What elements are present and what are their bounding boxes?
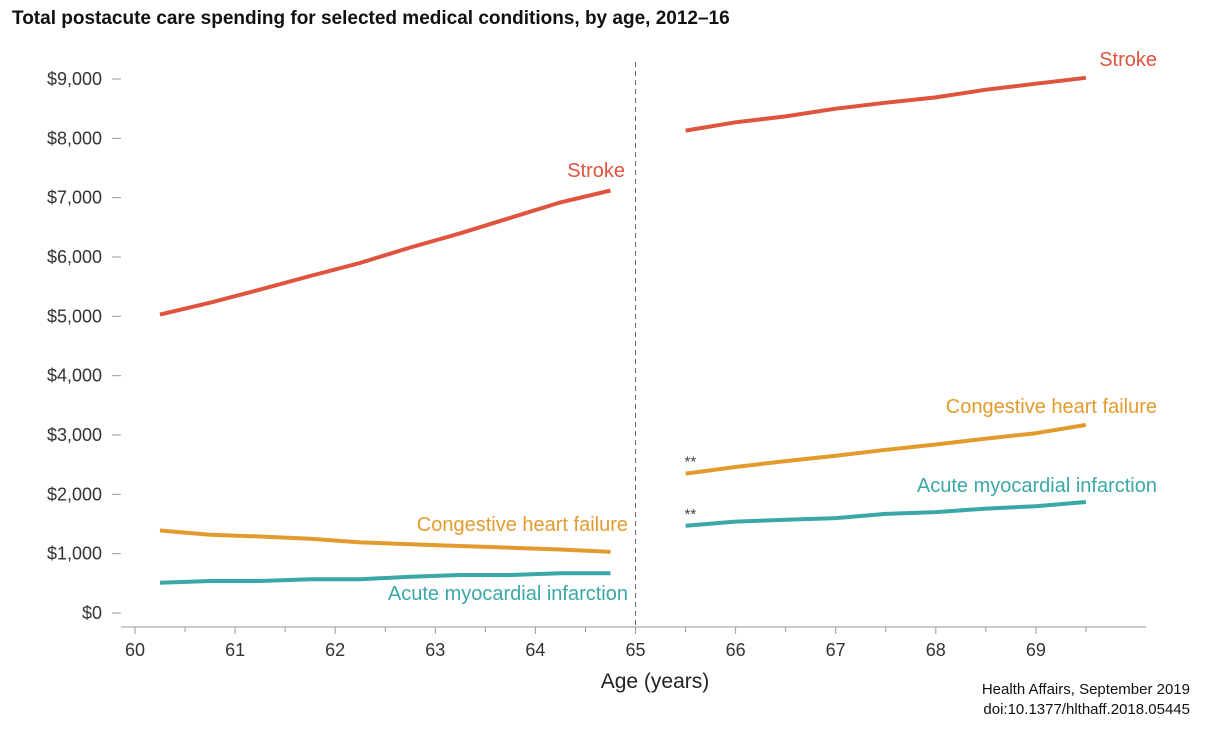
y-axis: $0 $1,000 $2,000 $3,000 $4,000 $5,000 $6,000 $7… [47, 69, 121, 623]
x-axis-label: Age (years) [601, 670, 710, 693]
series-layer [159, 75, 1087, 585]
y-tick-label: $9,000 [47, 69, 102, 89]
stroke-series-label: Stroke [1099, 49, 1157, 71]
x-tick-label: 65 [625, 640, 645, 660]
y-tick-label: $4,000 [47, 366, 102, 386]
source-line-2: doi:10.1377/hlthaff.2018.05445 [983, 701, 1190, 718]
y-tick-label: $5,000 [47, 306, 102, 326]
x-tick-label: 67 [826, 640, 846, 660]
y-tick-label: $3,000 [47, 425, 102, 445]
x-tick-label: 64 [525, 640, 545, 660]
stroke-series-label: Stroke [567, 160, 625, 182]
y-tick-label: $0 [82, 603, 102, 623]
chart-title: Total postacute care spending for select… [12, 8, 730, 29]
annotation-layer: ** ** [685, 454, 697, 523]
x-axis: 60 61 62 63 64 65 66 67 68 69 [121, 626, 1146, 660]
congestive-heart-failure-line-segment-2 [685, 422, 1087, 476]
congestive-heart-failure-series-label: Congestive heart failure [946, 396, 1157, 418]
x-tick-label: 61 [225, 640, 245, 660]
y-tick-label: $7,000 [47, 188, 102, 208]
acute-myocardial-infarction-line-segment-1 [159, 571, 611, 585]
y-tick-label: $2,000 [47, 484, 102, 504]
x-tick-label: 60 [125, 640, 145, 660]
series-label-layer: Stroke Stroke Congestive heart failure Cong… [388, 49, 1157, 605]
source-line-1: Health Affairs, September 2019 [982, 681, 1190, 698]
acute-myocardial-infarction-series-label: Acute myocardial infarction [917, 475, 1157, 497]
acute-myocardial-infarction-line-segment-2 [685, 500, 1087, 528]
stroke-line-segment-2 [685, 75, 1087, 133]
stroke-line-segment-1 [159, 188, 611, 317]
congestive-heart-failure-line-segment-1 [159, 528, 611, 554]
y-tick-label: $1,000 [47, 544, 102, 564]
significance-marker: ** [685, 454, 697, 471]
x-tick-label: 68 [926, 640, 946, 660]
congestive-heart-failure-series-label: Congestive heart failure [417, 514, 628, 536]
x-tick-label: 62 [325, 640, 345, 660]
x-tick-label: 63 [425, 640, 445, 660]
y-tick-label: $6,000 [47, 247, 102, 267]
x-tick-label: 69 [1026, 640, 1046, 660]
x-tick-label: 66 [726, 640, 746, 660]
y-tick-label: $8,000 [47, 128, 102, 148]
acute-myocardial-infarction-series-label: Acute myocardial infarction [388, 583, 628, 605]
significance-marker: ** [685, 506, 697, 523]
